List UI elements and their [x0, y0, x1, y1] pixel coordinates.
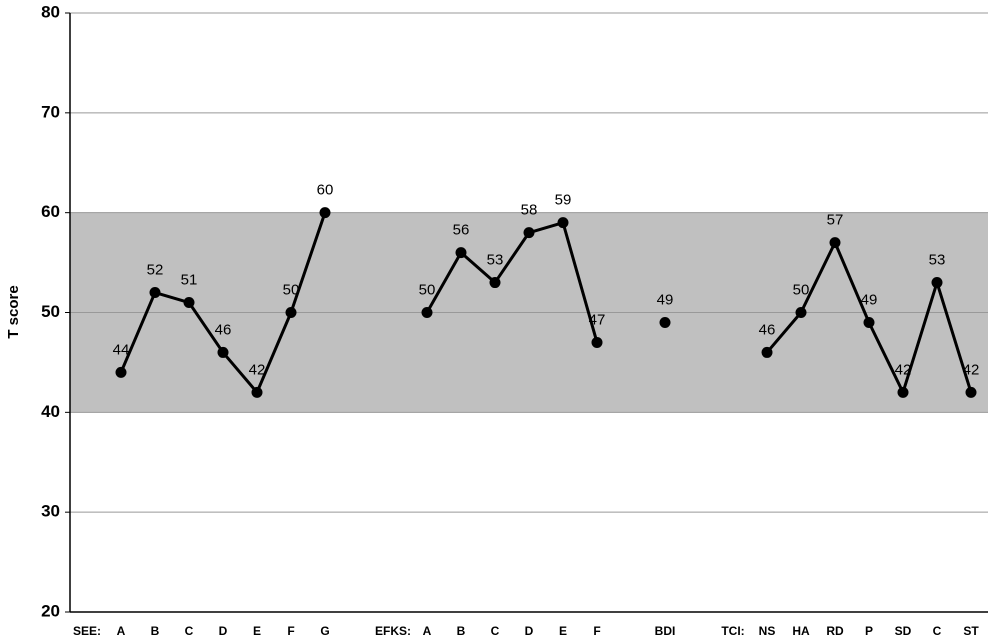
data-point — [897, 386, 909, 398]
data-point — [489, 277, 501, 289]
x-tick-label: E — [253, 624, 261, 638]
data-point — [931, 277, 943, 289]
y-tick-label: 40 — [41, 402, 60, 421]
data-label: 53 — [929, 252, 946, 269]
data-point — [557, 217, 569, 229]
data-label: 50 — [419, 281, 436, 298]
x-tick-label: B — [151, 624, 160, 638]
y-tick-label: 20 — [41, 601, 60, 620]
y-tick-label: 30 — [41, 502, 60, 521]
data-point — [251, 386, 263, 398]
x-tick-label: ST — [963, 624, 979, 638]
data-point — [455, 247, 467, 259]
data-label: 46 — [215, 321, 232, 338]
x-tick-label: C — [491, 624, 500, 638]
data-point — [523, 227, 535, 239]
data-label: 49 — [861, 291, 878, 308]
x-tick-label: NS — [759, 624, 776, 638]
y-axis-label: T score — [5, 285, 22, 338]
data-point — [183, 297, 195, 309]
x-tick-label: SD — [895, 624, 912, 638]
x-tick-label: D — [219, 624, 228, 638]
data-label: 42 — [249, 361, 266, 378]
data-point — [115, 366, 127, 378]
x-tick-label: C — [185, 624, 194, 638]
x-tick-label: RD — [826, 624, 844, 638]
data-point — [659, 316, 671, 328]
data-label: 44 — [113, 341, 130, 358]
data-point — [285, 307, 297, 318]
x-tick-label: D — [525, 624, 534, 638]
x-tick-label: SEE: — [73, 624, 101, 638]
y-tick-label: 70 — [41, 102, 60, 121]
data-label: 50 — [283, 281, 300, 298]
data-point — [795, 307, 807, 318]
y-tick-label: 50 — [41, 302, 60, 321]
x-tick-label: A — [117, 624, 126, 638]
x-tick-label: F — [287, 624, 294, 638]
data-point — [863, 316, 875, 328]
data-label: 57 — [827, 212, 844, 229]
data-label: 42 — [895, 361, 912, 378]
data-label: 52 — [147, 262, 164, 279]
data-label: 60 — [317, 182, 334, 199]
data-label: 59 — [555, 192, 572, 209]
data-label: 50 — [793, 281, 810, 298]
data-label: 47 — [589, 311, 606, 328]
data-point — [149, 287, 161, 299]
data-point — [965, 386, 977, 398]
x-tick-label: E — [559, 624, 567, 638]
data-point — [591, 336, 603, 348]
x-tick-label: P — [865, 624, 873, 638]
data-point — [829, 237, 841, 249]
data-label: 42 — [963, 361, 980, 378]
data-label: 46 — [759, 321, 776, 338]
data-label: 53 — [487, 252, 504, 269]
data-point — [319, 207, 331, 219]
x-tick-label: HA — [792, 624, 810, 638]
data-label: 51 — [181, 271, 198, 288]
data-point — [761, 346, 773, 358]
data-point — [217, 346, 229, 358]
x-tick-label: TCI: — [721, 624, 744, 638]
data-label: 56 — [453, 222, 470, 239]
data-point — [421, 307, 433, 318]
x-tick-label: BDI — [655, 624, 676, 638]
x-tick-label: B — [457, 624, 466, 638]
x-tick-label: C — [933, 624, 942, 638]
x-tick-label: F — [593, 624, 600, 638]
x-tick-label: G — [320, 624, 329, 638]
x-tick-label: EFKS: — [375, 624, 411, 638]
data-label: 58 — [521, 202, 538, 219]
data-label: 49 — [657, 291, 674, 308]
x-tick-label: A — [423, 624, 432, 638]
y-tick-label: 60 — [41, 202, 60, 221]
y-tick-label: 80 — [41, 2, 60, 21]
